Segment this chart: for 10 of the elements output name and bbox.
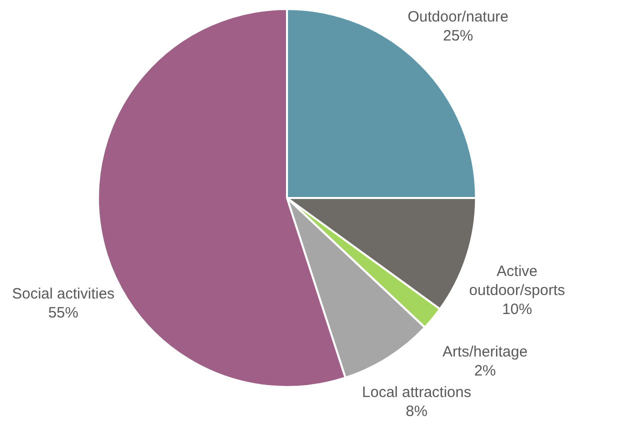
slice-label: Active outdoor/sports (469, 262, 566, 299)
data-label: 8% (406, 402, 428, 420)
slice-label: Local attractions (362, 384, 472, 401)
data-label: 55% (48, 304, 78, 322)
data-label: 2% (474, 362, 496, 380)
data-label: 25% (443, 28, 474, 45)
slice-label: Outdoor/nature (408, 8, 509, 26)
slice-label: Social activities (12, 285, 115, 302)
data-label: 10% (502, 300, 532, 318)
slice-label: Arts/heritage (442, 343, 528, 360)
